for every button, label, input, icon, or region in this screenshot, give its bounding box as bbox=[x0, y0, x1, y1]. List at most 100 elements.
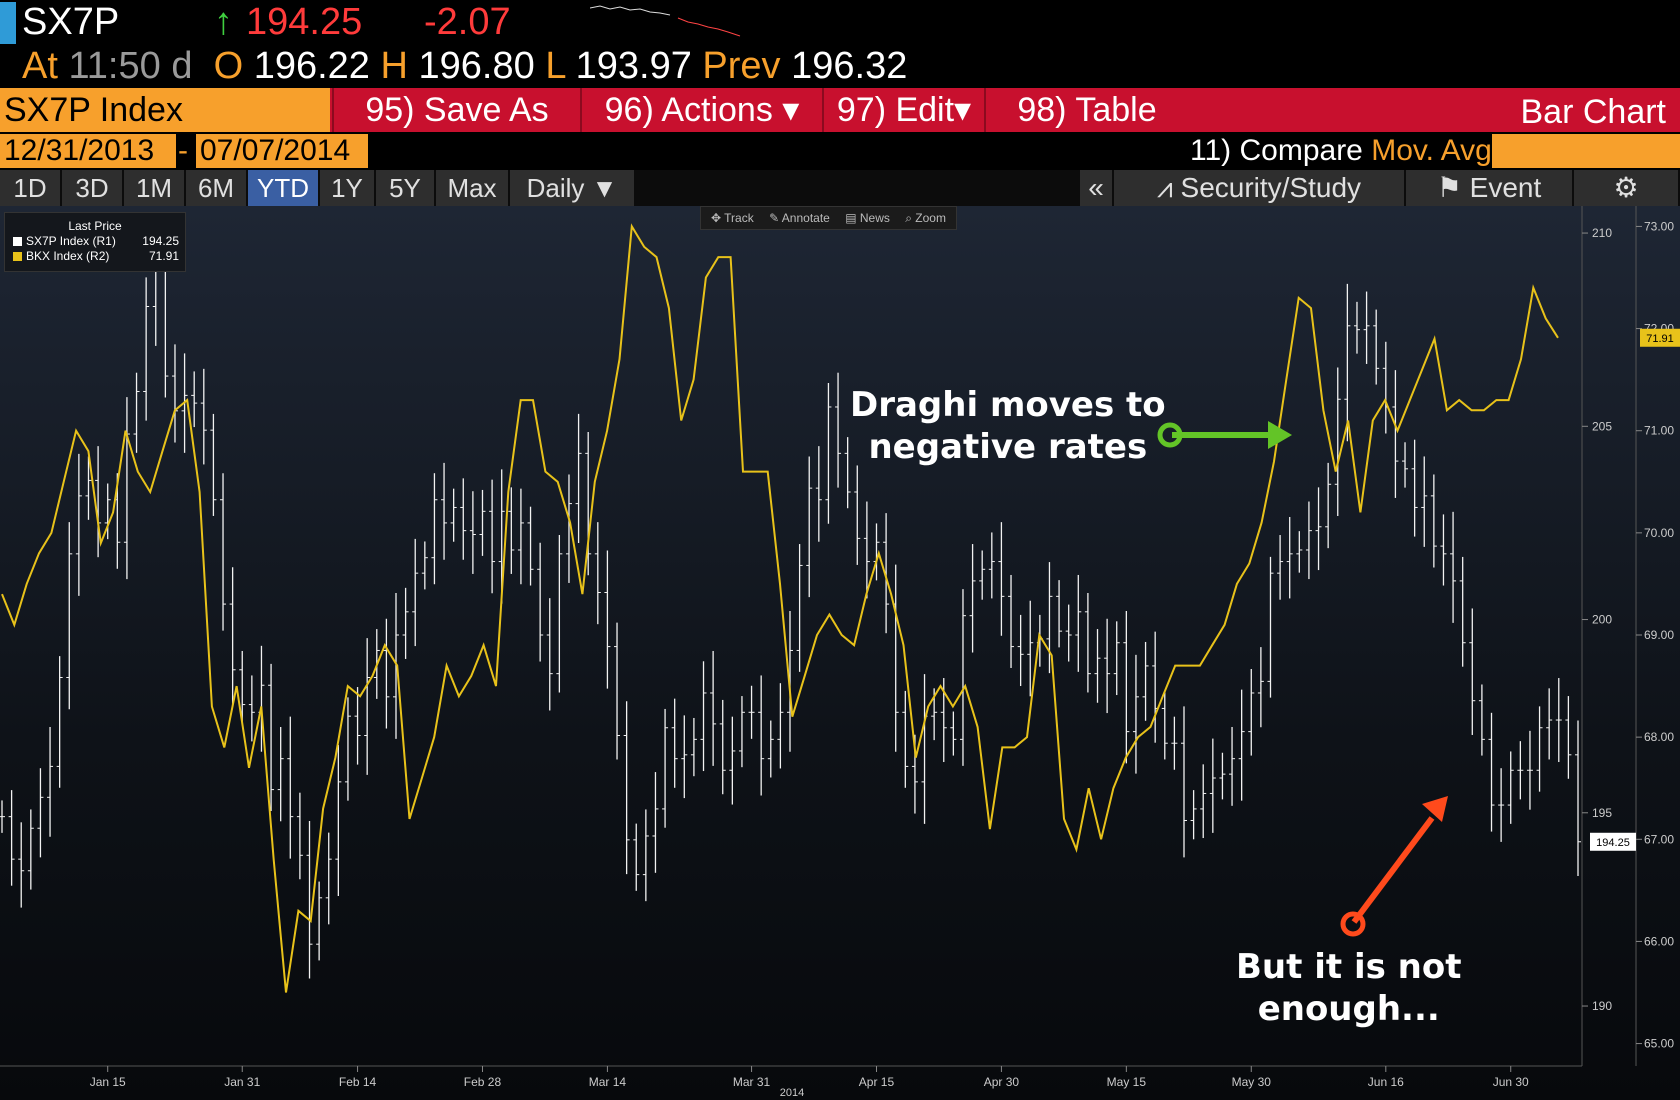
legend-name: BKX Index (R2) bbox=[26, 249, 110, 263]
collapse-icon[interactable]: « bbox=[1080, 170, 1114, 206]
compare-label[interactable]: Compare bbox=[1239, 134, 1363, 167]
legend-row-bkx: BKX Index (R2) 71.91 bbox=[5, 249, 185, 264]
x-tick-label: Feb 14 bbox=[339, 1075, 377, 1089]
news-tool[interactable]: ▤ News bbox=[845, 211, 890, 225]
red-arrow-icon bbox=[1340, 796, 1448, 937]
zoom-tool[interactable]: ⌕ Zoom bbox=[905, 211, 946, 225]
actions-menu[interactable]: 96) Actions ▾ bbox=[580, 88, 822, 132]
security-study-label: Security/Study bbox=[1180, 172, 1362, 203]
price-chart: 190 195 200 205 210 65.00 66.00 67.00 68.00 69.00… bbox=[0, 206, 1680, 1099]
date-range-row: 12/31/2013 - 07/07/2014 11) Compare Mov.… bbox=[0, 132, 1680, 170]
net-change: -2.07 bbox=[424, 1, 511, 43]
range-toolbar: 1D 3D 1M 6M YTD 1Y 5Y Max Daily ▼ « ⩘ Se… bbox=[0, 170, 1680, 206]
r2-tick-label: 68.00 bbox=[1644, 730, 1674, 744]
legend-title: Last Price bbox=[68, 219, 122, 233]
save-as-button[interactable]: 95) Save As bbox=[332, 88, 580, 132]
chart-tools: ✥ Track ✎ Annotate ▤ News ⌕ Zoom bbox=[700, 206, 957, 230]
x-tick-label: Jun 30 bbox=[1493, 1075, 1529, 1089]
legend-row-sx7p: SX7P Index (R1) 194.25 bbox=[5, 234, 185, 249]
quote-time: 11:50 bbox=[68, 45, 161, 87]
series-bkx-line bbox=[1, 223, 1559, 993]
range-3d[interactable]: 3D bbox=[62, 170, 124, 206]
range-5y[interactable]: 5Y bbox=[376, 170, 436, 206]
frequency-dropdown[interactable]: Daily ▼ bbox=[510, 170, 636, 206]
r1-tick-label: 200 bbox=[1592, 613, 1612, 627]
x-tick-label: Jan 31 bbox=[224, 1075, 260, 1089]
edit-menu[interactable]: 97) Edit▾ bbox=[822, 88, 984, 132]
legend-value: 194.25 bbox=[142, 234, 179, 248]
r2-tick-label: 70.00 bbox=[1644, 526, 1674, 540]
end-date-input[interactable]: 07/07/2014 bbox=[196, 134, 368, 168]
quote-details: At 11:50 d O 196.22 H 196.80 L 193.97 Pr… bbox=[22, 44, 907, 88]
high-label: H bbox=[380, 45, 408, 87]
x-tick-label: Feb 28 bbox=[464, 1075, 502, 1089]
annotation-line: negative rates bbox=[868, 427, 1148, 467]
low-label: L bbox=[545, 45, 566, 87]
annotation-line: Draghi moves to bbox=[850, 385, 1166, 425]
r1-tick-label: 205 bbox=[1592, 419, 1612, 433]
prev-value: 196.32 bbox=[791, 45, 908, 87]
menu-bar: SX7P Index 95) Save As 96) Actions ▾ 97)… bbox=[0, 88, 1680, 132]
r2-tick-label: 66.00 bbox=[1644, 934, 1674, 948]
r1-tick-label: 195 bbox=[1592, 806, 1612, 820]
uptick-arrow-icon: ↑ bbox=[214, 1, 233, 43]
x-year-label: 2014 bbox=[780, 1087, 804, 1099]
annotation-line: enough... bbox=[1257, 989, 1440, 1029]
chart-line-icon: ⩘ bbox=[1156, 172, 1181, 203]
x-tick-label: May 30 bbox=[1232, 1075, 1272, 1089]
low-value: 193.97 bbox=[575, 45, 692, 87]
track-tool[interactable]: ✥ Track bbox=[711, 211, 754, 225]
compare-controls[interactable]: 11) Compare Mov. Avgs bbox=[1190, 134, 1507, 168]
ticker-symbol[interactable]: SX7P bbox=[22, 1, 120, 43]
legend-swatch bbox=[13, 252, 22, 262]
annotation-line: But it is not bbox=[1236, 947, 1462, 987]
x-tick-label: Jan 15 bbox=[90, 1075, 126, 1089]
security-field[interactable]: SX7P Index bbox=[0, 88, 330, 132]
legend-swatch bbox=[13, 237, 22, 247]
chart-area bbox=[0, 206, 1680, 1100]
annotate-tool[interactable]: ✎ Annotate bbox=[769, 211, 830, 225]
flag-icon: ⚑ bbox=[1436, 172, 1470, 203]
high-value: 196.80 bbox=[418, 45, 535, 87]
event-label: Event bbox=[1469, 172, 1542, 203]
x-tick-label: Mar 14 bbox=[589, 1075, 627, 1089]
open-label: O bbox=[213, 45, 244, 87]
annotation-draghi: Draghi moves to negative rates bbox=[850, 384, 1166, 468]
legend-name: SX7P Index (R1) bbox=[26, 234, 116, 248]
range-ytd[interactable]: YTD bbox=[248, 170, 320, 206]
table-button[interactable]: 98) Table bbox=[984, 88, 1188, 132]
r2-tick-label: 73.00 bbox=[1644, 219, 1674, 233]
annotation-not-enough: But it is not enough... bbox=[1236, 946, 1462, 1030]
r1-last-box bbox=[1590, 832, 1636, 851]
x-tick-label: Jun 16 bbox=[1368, 1075, 1404, 1089]
quote-time-suffix: d bbox=[171, 45, 193, 87]
r1-tick-label: 210 bbox=[1592, 226, 1612, 240]
r2-tick-label: 65.00 bbox=[1644, 1037, 1674, 1051]
mov-avgs-label[interactable]: Mov. Avgs bbox=[1371, 134, 1507, 167]
intraday-sparkline bbox=[590, 5, 741, 37]
green-arrow-icon bbox=[1157, 421, 1292, 449]
event-button[interactable]: ⚑ Event bbox=[1406, 170, 1574, 206]
open-value: 196.22 bbox=[253, 45, 370, 87]
range-6m[interactable]: 6M bbox=[186, 170, 248, 206]
security-study-button[interactable]: ⩘ Security/Study bbox=[1114, 170, 1406, 206]
start-date-input[interactable]: 12/31/2013 bbox=[0, 134, 176, 168]
view-title: Bar Chart bbox=[1520, 93, 1667, 131]
range-1d[interactable]: 1D bbox=[0, 170, 62, 206]
x-tick-label: May 15 bbox=[1107, 1075, 1147, 1089]
r2-last-box bbox=[1640, 328, 1680, 347]
r2-tick-label: 71.00 bbox=[1644, 424, 1674, 438]
range-1m[interactable]: 1M bbox=[124, 170, 186, 206]
r1-tick-label: 190 bbox=[1592, 999, 1612, 1013]
x-tick-label: Apr 15 bbox=[859, 1075, 895, 1089]
gear-icon[interactable]: ⚙ bbox=[1574, 170, 1680, 206]
compare-input[interactable] bbox=[1492, 134, 1680, 168]
range-1y[interactable]: 1Y bbox=[320, 170, 376, 206]
quote-header: SX7P ↑ 194.25 -2.07 At 11:50 d O 196.22 … bbox=[0, 0, 1680, 88]
series-sx7p bbox=[0, 220, 1581, 979]
prev-label: Prev bbox=[702, 45, 781, 87]
r2-last-label: 71.91 bbox=[1646, 333, 1674, 345]
range-max[interactable]: Max bbox=[436, 170, 510, 206]
at-label: At bbox=[22, 45, 58, 87]
security-accent-bar bbox=[0, 2, 16, 44]
